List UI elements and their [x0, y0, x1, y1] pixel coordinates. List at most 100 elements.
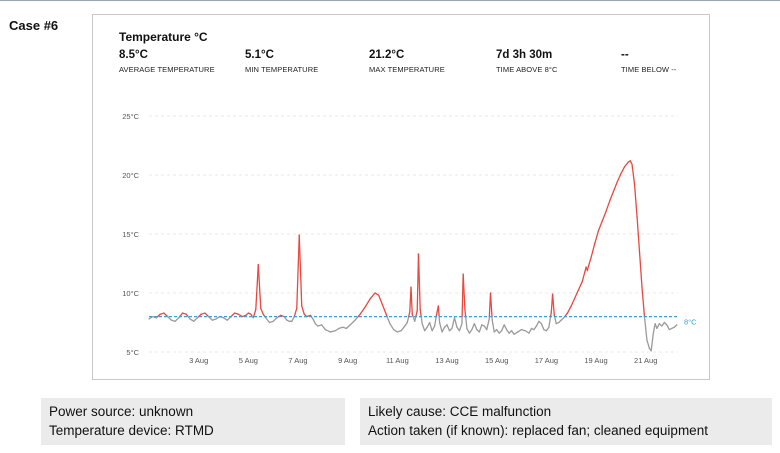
x-tick-label: 13 Aug	[435, 356, 458, 365]
series-segment	[420, 315, 423, 325]
chart-panel: Temperature °C 8.5°C AVERAGE TEMPERATURE…	[92, 14, 710, 380]
series-segment	[296, 234, 300, 309]
action-taken-text: Action taken (if known): replaced fan; c…	[368, 423, 708, 438]
x-tick-label: 3 Aug	[189, 356, 208, 365]
series-segment	[408, 311, 411, 318]
series-segment	[533, 325, 538, 331]
series-segment	[581, 271, 586, 282]
series-segment	[643, 315, 648, 341]
x-tick-label: 19 Aug	[584, 356, 607, 365]
series-segment	[166, 315, 173, 321]
series-segment	[462, 273, 466, 311]
series-segment	[200, 312, 206, 315]
likely-cause-text: Likely cause: CCE malfunction	[368, 404, 552, 419]
series-segment	[505, 328, 510, 334]
stat-min: 5.1°C MIN TEMPERATURE	[245, 49, 318, 74]
series-segment	[594, 229, 600, 245]
top-rule	[0, 0, 780, 1]
series-segment	[520, 328, 526, 332]
series-segment	[189, 318, 195, 322]
series-segment	[638, 251, 643, 288]
series-segment	[354, 315, 359, 321]
series-segment	[578, 280, 584, 291]
series-segment	[574, 288, 580, 299]
series-segment	[438, 321, 443, 333]
series-segment	[464, 308, 467, 318]
series-segment	[193, 317, 199, 322]
series-segment	[466, 327, 471, 334]
x-tick-label: 9 Aug	[338, 356, 357, 365]
series-segment	[545, 326, 550, 332]
series-segment	[478, 324, 483, 333]
series-segment	[612, 181, 618, 193]
series-segment	[453, 317, 458, 328]
stat-time-below: -- TIME BELOW --	[621, 49, 676, 74]
series-segment	[587, 256, 592, 267]
series-segment	[386, 315, 391, 325]
stat-average: 8.5°C AVERAGE TEMPERATURE	[119, 49, 215, 74]
series-segment	[510, 330, 515, 335]
stat-label: TIME ABOVE 8°C	[496, 65, 558, 74]
series-segment	[317, 324, 323, 327]
stat-label: MIN TEMPERATURE	[245, 65, 319, 74]
series-segment	[381, 304, 387, 315]
series-segment	[458, 323, 463, 332]
series-segment	[421, 323, 426, 332]
series-segment	[446, 324, 451, 332]
series-segment	[424, 326, 428, 332]
series-segment	[441, 326, 446, 333]
series-segment	[329, 330, 336, 333]
series-segment	[650, 333, 654, 352]
x-tick-label: 17 Aug	[535, 356, 558, 365]
x-tick-label: 7 Aug	[288, 356, 307, 365]
series-segment	[312, 318, 317, 325]
series-segment	[586, 265, 590, 272]
series-segment	[489, 292, 493, 318]
series-segment	[433, 315, 437, 327]
series-segment	[306, 314, 312, 318]
series-segment	[392, 328, 399, 333]
stat-label: TIME BELOW --	[621, 65, 677, 74]
series-segment	[163, 312, 169, 318]
series-segment	[389, 323, 395, 331]
series-segment	[540, 323, 545, 331]
series-segment	[486, 318, 490, 331]
series-segment	[437, 305, 440, 318]
series-segment	[629, 160, 633, 166]
series-segment	[435, 311, 438, 318]
series-segment	[451, 317, 456, 330]
series-segment	[204, 312, 210, 318]
series-segment	[623, 161, 629, 168]
series-segment	[369, 292, 376, 300]
stat-value: 7d 3h 30m	[496, 49, 553, 61]
series-segment	[298, 234, 303, 307]
panel-title: Temperature °C	[119, 30, 208, 44]
series-segment	[605, 200, 611, 213]
series-segment	[496, 328, 500, 334]
series-segment	[222, 317, 228, 321]
series-segment	[524, 330, 530, 334]
series-segment	[471, 323, 475, 331]
series-segment	[378, 294, 384, 306]
stat-value: 8.5°C	[119, 49, 148, 61]
series-segment	[349, 319, 356, 326]
stat-value: 21.2°C	[369, 49, 405, 61]
series-segment	[265, 317, 271, 324]
stat-label: MAX TEMPERATURE	[369, 65, 445, 74]
series-segment	[260, 307, 264, 315]
series-segment	[253, 308, 257, 318]
series-segment	[535, 320, 540, 327]
series-segment	[528, 327, 533, 334]
series-segment	[597, 220, 603, 232]
series-segment	[419, 308, 422, 318]
series-segment	[241, 314, 247, 318]
y-tick-label: 5°C	[126, 348, 139, 357]
series-segment	[646, 339, 651, 350]
series-segment	[279, 314, 286, 318]
series-segment	[641, 286, 646, 318]
y-tick-label: 15°C	[122, 230, 139, 239]
temperature-line-chart: 5°C 10°C 15°C 20°C 25°C 3 Aug 5 Aug 7 Aug 9 Aug 1…	[122, 112, 697, 365]
series-segment	[338, 326, 344, 330]
series-segment	[211, 318, 217, 321]
series-segment	[548, 315, 552, 328]
